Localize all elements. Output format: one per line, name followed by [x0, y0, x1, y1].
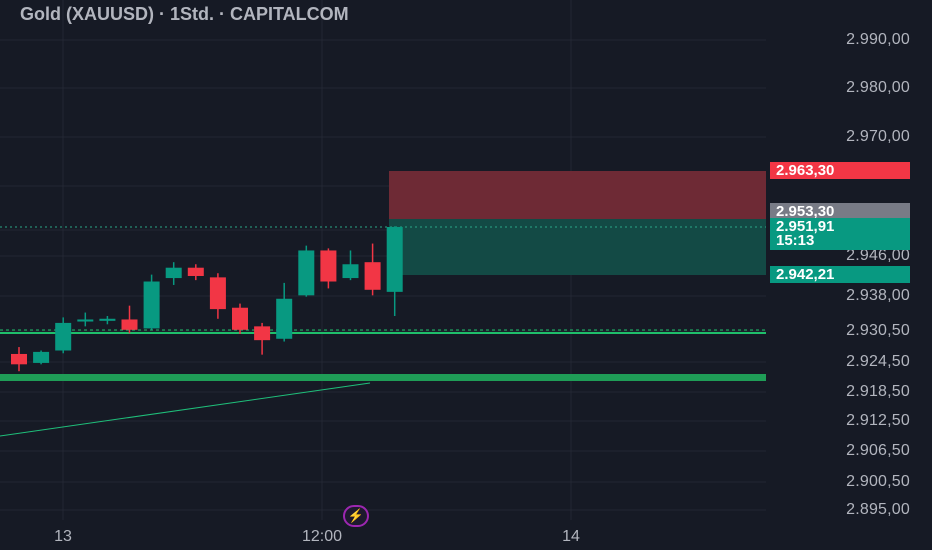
- price-axis-label: 2.924,50: [846, 353, 910, 370]
- price-axis-label: 2.980,00: [846, 79, 910, 96]
- price-axis-label: 2.946,00: [846, 247, 910, 264]
- bar-countdown: 15:13: [776, 232, 815, 249]
- candlestick-series: [11, 226, 403, 372]
- candle-body[interactable]: [298, 250, 315, 296]
- candle-body[interactable]: [209, 277, 226, 310]
- candle-body[interactable]: [33, 351, 50, 363]
- price-axis-label: 2.912,50: [846, 412, 910, 429]
- candle-body[interactable]: [121, 319, 138, 330]
- time-axis-label: 13: [54, 528, 72, 545]
- candle-body[interactable]: [55, 322, 72, 351]
- candle-body[interactable]: [364, 262, 381, 290]
- price-axis-label: 2.918,50: [846, 383, 910, 400]
- flash-icon[interactable]: ⚡: [343, 505, 369, 527]
- chart-title: Gold (XAUUSD) · 1Std. · CAPITALCOM: [20, 4, 349, 24]
- price-axis-label: 2.900,50: [846, 473, 910, 490]
- price-axis-label: 2.906,50: [846, 442, 910, 459]
- candle-body[interactable]: [254, 326, 271, 341]
- grid-lines: [0, 0, 766, 520]
- time-axis-label: 14: [562, 528, 580, 545]
- candle-body[interactable]: [342, 264, 359, 279]
- price-axis-label: 2.895,00: [846, 501, 910, 518]
- take-profit-zone: [389, 219, 766, 275]
- candle-body[interactable]: [143, 281, 160, 329]
- price-axis-label: 2.990,00: [846, 31, 910, 48]
- current-price-value: 2.951,91: [776, 218, 835, 235]
- candle-body[interactable]: [77, 319, 94, 322]
- stop-loss-price-tag: 2.963,30: [770, 162, 910, 179]
- candle-body[interactable]: [99, 318, 116, 321]
- candle-body[interactable]: [276, 298, 293, 339]
- candle-body[interactable]: [386, 227, 403, 292]
- candle-body[interactable]: [320, 250, 337, 282]
- price-axis-label: 2.938,00: [846, 287, 910, 304]
- candle-body[interactable]: [187, 267, 204, 276]
- trend-line[interactable]: [0, 382, 371, 437]
- price-axis-label: 2.930,50: [846, 322, 910, 339]
- time-axis-label: 12:00: [301, 528, 343, 545]
- current-price-tag: 2.951,91 15:13: [770, 218, 910, 250]
- candle-body[interactable]: [165, 267, 182, 279]
- stop-loss-zone: [389, 171, 766, 219]
- entry-price-tag: 2.953,30: [770, 203, 910, 220]
- support-zone-lower: [0, 374, 766, 381]
- candle-body[interactable]: [11, 353, 27, 365]
- price-axis-label: 2.970,00: [846, 128, 910, 145]
- take-profit-price-tag: 2.942,21: [770, 266, 910, 283]
- candle-body[interactable]: [232, 307, 248, 330]
